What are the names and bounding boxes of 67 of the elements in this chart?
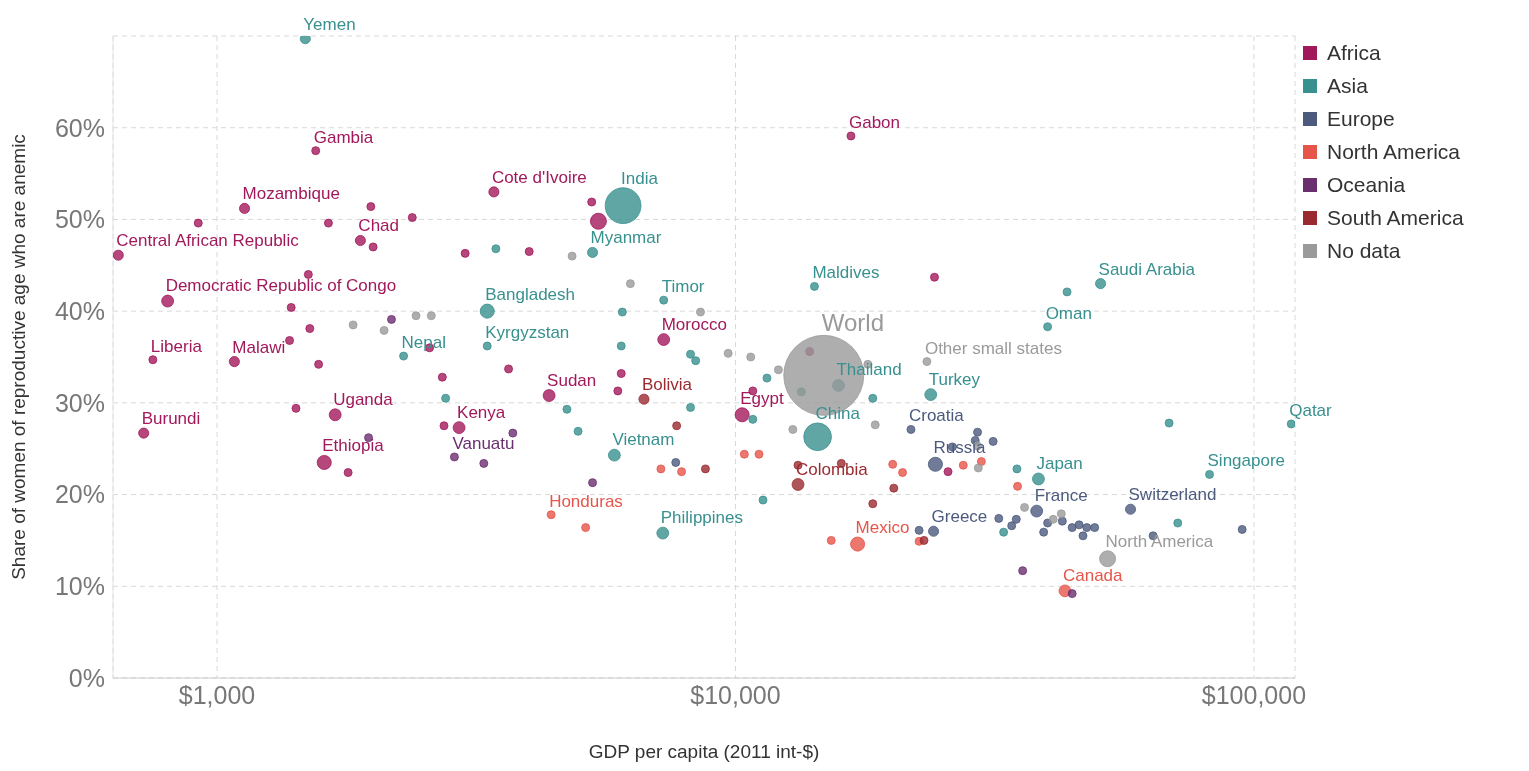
x-tick-label: $1,000	[178, 680, 256, 709]
annotation: Malawi	[232, 337, 286, 357]
annotation: Central African Republic	[116, 231, 300, 251]
y-tick-label: 0%	[68, 663, 105, 692]
y-tick-label: 50%	[54, 205, 105, 234]
legend-label: Europe	[1327, 106, 1395, 131]
annotation: Mozambique	[242, 184, 340, 204]
annotation: Japan	[1036, 454, 1083, 474]
annotation: Vietnam	[612, 430, 675, 450]
legend-label: Oceania	[1327, 172, 1406, 197]
annotation: North America	[1105, 531, 1214, 551]
annotation: Philippines	[660, 508, 744, 528]
legend-label: No data	[1327, 238, 1401, 263]
annotation: Kyrgyzstan	[485, 322, 570, 342]
annotation: Turkey	[928, 369, 981, 389]
annotation: Yemen	[303, 14, 356, 34]
annotation: Bolivia	[641, 375, 693, 395]
annotation: Maldives	[812, 263, 880, 283]
annotation: Honduras	[549, 491, 623, 511]
annotation: Saudi Arabia	[1098, 259, 1196, 279]
annotation: Morocco	[661, 314, 727, 334]
x-tick-label: $100,000	[1201, 680, 1307, 709]
annotation: Cote d'Ivoire	[491, 167, 587, 187]
annotation: China	[815, 403, 861, 423]
y-tick-label: 10%	[54, 572, 105, 601]
annotation: Democratic Republic of Congo	[165, 276, 397, 296]
annotation: Qatar	[1289, 400, 1333, 420]
annotation: Bangladesh	[485, 285, 576, 305]
annotation: Timor	[661, 277, 705, 297]
annotation: Switzerland	[1128, 485, 1217, 505]
annotation: France	[1034, 486, 1088, 506]
y-tick-label: 40%	[54, 297, 105, 326]
annotation: World	[821, 309, 885, 337]
y-tick-label: 20%	[54, 480, 105, 509]
x-tick-label: $10,000	[690, 680, 781, 709]
annotation: Liberia	[150, 336, 203, 356]
annotation: Vanuatu	[452, 433, 515, 453]
annotation: Mexico	[855, 518, 910, 538]
x-axis-title: GDP per capita (2011 int-$)	[588, 741, 820, 762]
annotation: India	[621, 168, 659, 188]
annotation: Gambia	[313, 127, 374, 147]
annotation: Chad	[358, 216, 400, 236]
annotation: Gabon	[848, 112, 901, 132]
y-tick-label: 30%	[54, 388, 105, 417]
legend-label: Africa	[1327, 40, 1381, 65]
y-tick-label: 60%	[54, 113, 105, 142]
annotation: Sudan	[547, 370, 597, 390]
annotation: Ethiopia	[322, 436, 385, 456]
annotation: Burundi	[141, 409, 201, 429]
annotation: Russia	[933, 438, 986, 458]
legend-label: Asia	[1327, 73, 1368, 98]
annotation: Oman	[1045, 303, 1092, 323]
annotation: Croatia	[908, 406, 965, 426]
annotation: Singapore	[1207, 451, 1286, 471]
annotation: Thailand	[836, 360, 902, 380]
annotation: Canada	[1062, 565, 1124, 585]
annotation: Egypt	[740, 388, 784, 408]
legend-label: South America	[1327, 205, 1464, 230]
annotation: Myanmar	[590, 228, 662, 248]
annotation: Colombia	[796, 459, 869, 479]
annotation: Uganda	[333, 389, 394, 409]
annotation: Kenya	[457, 402, 506, 422]
legend-label: North America	[1327, 139, 1461, 164]
annotation: Greece	[931, 507, 988, 527]
annotation: Nepal	[401, 333, 447, 353]
annotation: Other small states	[924, 338, 1062, 358]
y-axis-title: Share of women of reproductive age who are anemic	[7, 134, 29, 580]
